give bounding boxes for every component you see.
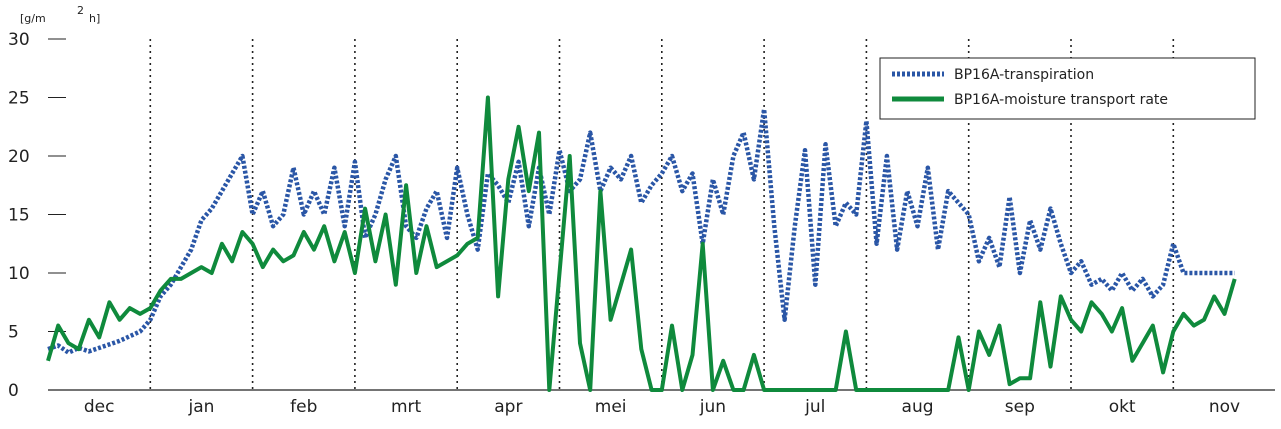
month-label-feb: feb	[290, 397, 317, 417]
y-unit-label: [g/m 2 h]	[20, 4, 100, 25]
month-label-okt: okt	[1109, 397, 1136, 417]
y-tick-label: 25	[8, 89, 30, 109]
month-labels: dec jan feb mrt apr mei jun jul aug sep okt nov	[84, 397, 1240, 417]
y-tick-label: 30	[8, 30, 30, 50]
month-label-mei: mei	[595, 397, 627, 417]
y-unit-label-superscript: 2	[77, 4, 84, 17]
y-tick-label: 20	[8, 147, 30, 167]
month-label-aug: aug	[902, 397, 934, 417]
month-label-apr: apr	[494, 397, 522, 417]
y-unit-label-part-1: [g/m	[20, 12, 46, 25]
series-line-transpiration	[47, 106, 1235, 355]
month-label-sep: sep	[1005, 397, 1035, 417]
y-tick-label: 10	[8, 264, 30, 284]
legend-box	[879, 57, 1256, 120]
y-tick-label: 15	[8, 206, 30, 226]
y-tick-label: 0	[8, 381, 19, 401]
legend-label-transpiration: BP16A-transpiration	[954, 67, 1094, 83]
y-axis-ticks: 0 5 10 15 20 25 30	[8, 30, 66, 401]
month-label-jun: jun	[699, 397, 726, 417]
legend-label-moisture: BP16A-moisture transport rate	[954, 92, 1168, 108]
month-label-mrt: mrt	[391, 397, 422, 417]
series-line-moisture-transport	[46, 95, 1237, 392]
series-layer	[46, 95, 1237, 392]
y-tick-label: 5	[8, 323, 19, 343]
legend: BP16A-transpiration BP16A-moisture trans…	[879, 57, 1256, 120]
month-label-nov: nov	[1209, 397, 1240, 417]
y-unit-label-part-2: h]	[89, 12, 100, 25]
month-label-jan: jan	[187, 397, 214, 417]
month-label-jul: jul	[804, 397, 825, 417]
month-grid	[149, 39, 1175, 390]
month-label-dec: dec	[84, 397, 115, 417]
